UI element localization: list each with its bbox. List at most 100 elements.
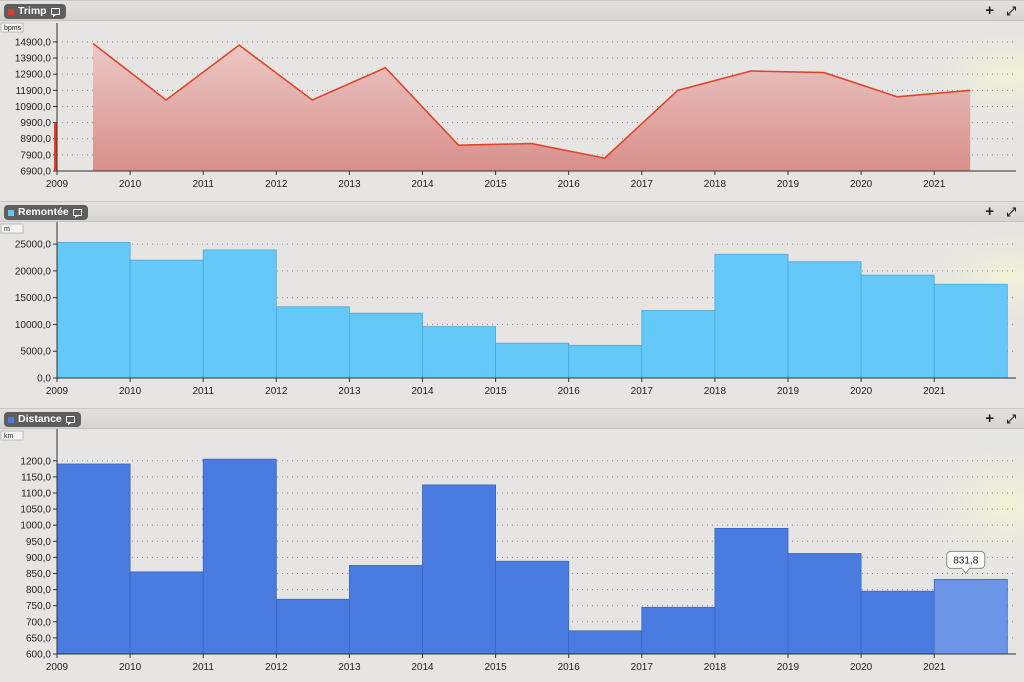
x-tick-label: 2021 [923,386,946,397]
x-tick-label: 2020 [850,386,873,397]
x-tick-label: 2018 [704,179,727,190]
bar [56,242,131,379]
x-tick-label: 2015 [484,179,507,190]
x-tick-label: 2014 [411,179,434,190]
x-tick-label: 2012 [265,179,288,190]
trimp-label: Trimp [18,5,47,17]
bar [348,312,423,379]
y-tick-label: 0,0 [37,374,51,385]
bar [641,310,716,379]
bar [933,578,1008,655]
x-tick-label: 2009 [46,386,69,397]
bar [422,326,496,379]
y-tick-label: 20000,0 [15,266,52,277]
expand-icon[interactable]: ⤢ [1006,4,1016,18]
x-tick-label: 2019 [777,386,800,397]
comment-icon [65,416,75,425]
y-tick-label: 10900,0 [15,102,52,113]
expand-icon[interactable]: ⤢ [1006,205,1016,219]
y-axis-accent [54,122,57,171]
remontee-chart: 0,0 5000,0 10000,0 15000,0 20000,0 25000,0 m 20… [0,222,1024,406]
expand-icon[interactable]: ⤢ [1006,412,1016,426]
x-tick-label: 2012 [265,662,288,673]
tooltip-mask [962,566,970,569]
comment-icon [72,209,82,218]
x-tick-label: 2017 [631,386,654,397]
bar [787,553,862,655]
y-tick-label: 700,0 [26,617,51,628]
x-tick-label: 2019 [777,179,800,190]
distance-chart: 600,0 650,0 700,0 750,0 800,0 850,0 900,0 950,0… [0,429,1024,682]
x-tick-label: 2020 [850,179,873,190]
x-tick-label: 2017 [631,179,654,190]
add-icon[interactable]: + [985,203,994,220]
bar [275,598,350,655]
bar [348,565,423,655]
y-tick-label: 8900,0 [20,134,51,145]
y-tick-label: 12900,0 [15,70,52,81]
y-tick-label: 5000,0 [20,347,51,358]
x-tick-label: 2014 [411,662,434,673]
x-tick-label: 2019 [777,662,800,673]
x-tick-label: 2011 [192,386,214,397]
y-tick-label: 9900,0 [20,118,51,129]
bar [860,274,935,379]
y-tick-label: 800,0 [26,585,51,596]
y-tick-label: 850,0 [26,569,51,580]
y-tick-label: 1100,0 [21,488,51,499]
trimp-panel-header: Trimp + ⤢ [0,0,1024,21]
comment-icon [50,8,60,17]
trimp-tag[interactable]: Trimp [4,4,66,19]
x-tick-label: 2021 [923,662,946,673]
x-tick-label: 2016 [558,179,581,190]
bar [714,253,789,379]
distance-tag[interactable]: Distance [4,412,81,427]
unit-label: bpms [4,25,22,32]
trimp-area [93,43,971,171]
distance-label: Distance [18,413,62,425]
y-tick-label: 1150,0 [21,472,51,483]
y-tick-label: 750,0 [26,601,51,612]
x-tick-label: 2016 [558,662,581,673]
unit-label: km [4,433,14,440]
bar [129,571,204,655]
bar [202,249,277,379]
bar [495,342,570,379]
bar [275,306,350,379]
x-tick-label: 2011 [192,662,214,673]
y-tick-label: 7900,0 [20,150,51,161]
y-tick-label: 1000,0 [20,521,51,532]
x-tick-label: 2014 [411,386,434,397]
trimp-chart: 6900,0 7900,0 8900,0 9900,0 10900,0 11900,0 12… [0,21,1024,199]
x-tick-label: 2013 [338,179,361,190]
x-tick-label: 2011 [192,179,214,190]
x-tick-label: 2020 [850,662,873,673]
remontee-tag[interactable]: Remontée [4,205,88,220]
unit-box [0,430,24,441]
y-tick-label: 650,0 [26,633,51,644]
distance-panel-header: Distance + ⤢ [0,408,1024,429]
bar [641,606,716,655]
distance-panel: Distance + ⤢ [0,408,1024,682]
x-tick-label: 2016 [558,386,581,397]
remontee-label: Remontée [18,206,69,218]
bar [787,261,862,379]
tooltip-label: 831,8 [953,555,978,566]
bar [129,259,204,379]
x-tick-label: 2009 [46,179,69,190]
y-tick-label: 10000,0 [15,320,52,331]
y-tick-label: 1050,0 [20,505,51,516]
remontee-panel-header: Remontée + ⤢ [0,201,1024,222]
x-tick-label: 2017 [631,662,654,673]
bar [860,590,935,655]
add-icon[interactable]: + [985,410,994,427]
x-tick-label: 2013 [338,662,361,673]
x-tick-label: 2013 [338,386,361,397]
x-tick-label: 2018 [704,386,727,397]
trimp-panel: Trimp + ⤢ [0,0,1024,198]
y-tick-label: 15000,0 [15,293,52,304]
y-tick-label: 13900,0 [15,54,52,65]
x-tick-label: 2018 [704,662,727,673]
add-icon[interactable]: + [985,2,994,19]
bar [568,344,643,379]
